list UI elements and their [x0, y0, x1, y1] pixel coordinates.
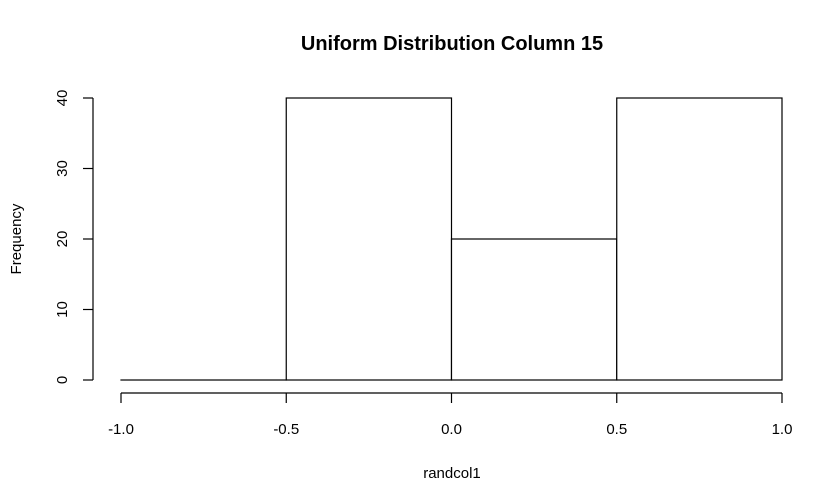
x-tick-label: 1.0 — [772, 421, 793, 438]
x-tick-label: -1.0 — [108, 421, 134, 438]
y-tick-label: 20 — [54, 231, 71, 248]
y-tick-label: 10 — [54, 301, 71, 318]
x-tick-label: 0.5 — [606, 421, 627, 438]
histogram-bar — [616, 97, 783, 381]
chart-title: Uniform Distribution Column 15 — [301, 33, 603, 55]
histogram-bar — [450, 238, 618, 381]
y-tick-label: 0 — [54, 376, 71, 384]
x-tick-label: -0.5 — [273, 421, 299, 438]
histogram-bars — [120, 97, 783, 381]
y-axis-label: Frequency — [8, 203, 25, 274]
x-axis-label: randcol1 — [423, 465, 481, 482]
histogram-bar — [285, 97, 453, 381]
x-axis: -1.0 -0.5 0.0 0.5 1.0 — [108, 392, 793, 438]
x-tick-label: 0.0 — [441, 421, 462, 438]
y-tick-label: 30 — [54, 160, 71, 177]
y-tick-label: 40 — [54, 90, 71, 107]
y-axis: 0 10 20 30 40 — [54, 90, 94, 384]
